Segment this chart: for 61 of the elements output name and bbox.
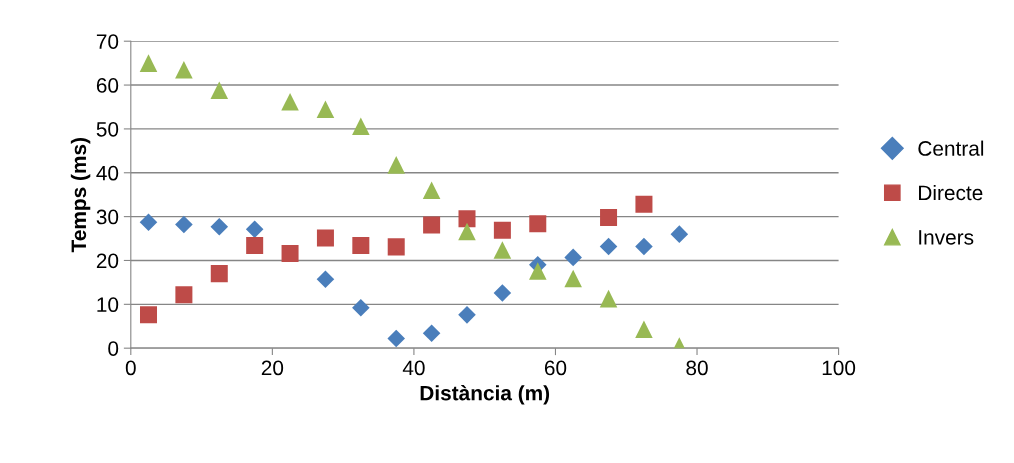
point	[316, 100, 335, 118]
y-tick-label: 60	[96, 78, 119, 93]
point	[210, 217, 229, 236]
x-tick-label: 40	[402, 360, 425, 376]
point	[422, 181, 441, 200]
point	[175, 60, 193, 79]
y-tick-label: 50	[96, 121, 119, 137]
point	[600, 208, 618, 226]
y-tick-label: 20	[96, 253, 119, 269]
point	[175, 215, 193, 234]
point	[493, 284, 512, 302]
y-tick-label: 40	[96, 165, 119, 181]
point	[564, 248, 582, 267]
x-axis-title: Distància (m)	[420, 384, 550, 405]
legend-label: Directe	[919, 184, 983, 201]
point	[635, 237, 653, 256]
point	[352, 299, 370, 317]
y-tick-label: 30	[96, 209, 119, 225]
point	[387, 329, 405, 348]
point	[281, 92, 299, 111]
point	[670, 225, 689, 243]
point	[175, 286, 193, 304]
legend-label: Central	[918, 140, 984, 156]
x-tick-label: 0	[125, 360, 136, 376]
point	[210, 265, 228, 283]
x-tick-label: 100	[822, 360, 856, 376]
x-tick-label: 20	[261, 360, 284, 376]
y-tick-label: 10	[97, 297, 119, 313]
point	[352, 117, 370, 136]
x-tick-label: 80	[686, 360, 708, 376]
point	[422, 324, 441, 343]
point	[352, 237, 370, 255]
point	[635, 320, 653, 339]
point	[493, 241, 512, 259]
point	[139, 306, 158, 324]
point	[529, 215, 547, 233]
point	[210, 81, 229, 100]
x-tick-label: 60	[544, 360, 567, 376]
y-tick-label: 0	[108, 341, 119, 356]
legend-label: Invers	[919, 230, 974, 245]
point	[564, 269, 582, 288]
point	[635, 195, 653, 213]
point	[599, 237, 618, 256]
point	[599, 289, 618, 308]
point	[281, 244, 299, 262]
y-axis-title: Temps (ms)	[70, 138, 91, 253]
point	[458, 306, 476, 324]
point	[139, 54, 158, 72]
point	[246, 237, 264, 255]
point	[423, 216, 441, 234]
point	[458, 210, 476, 228]
point	[139, 213, 158, 232]
y-tick-label: 70	[96, 34, 119, 49]
point	[245, 220, 264, 239]
point	[316, 270, 335, 289]
point	[458, 222, 476, 241]
point	[387, 156, 405, 174]
point	[528, 262, 547, 280]
point	[493, 221, 511, 239]
point	[387, 238, 405, 256]
point	[316, 229, 334, 247]
